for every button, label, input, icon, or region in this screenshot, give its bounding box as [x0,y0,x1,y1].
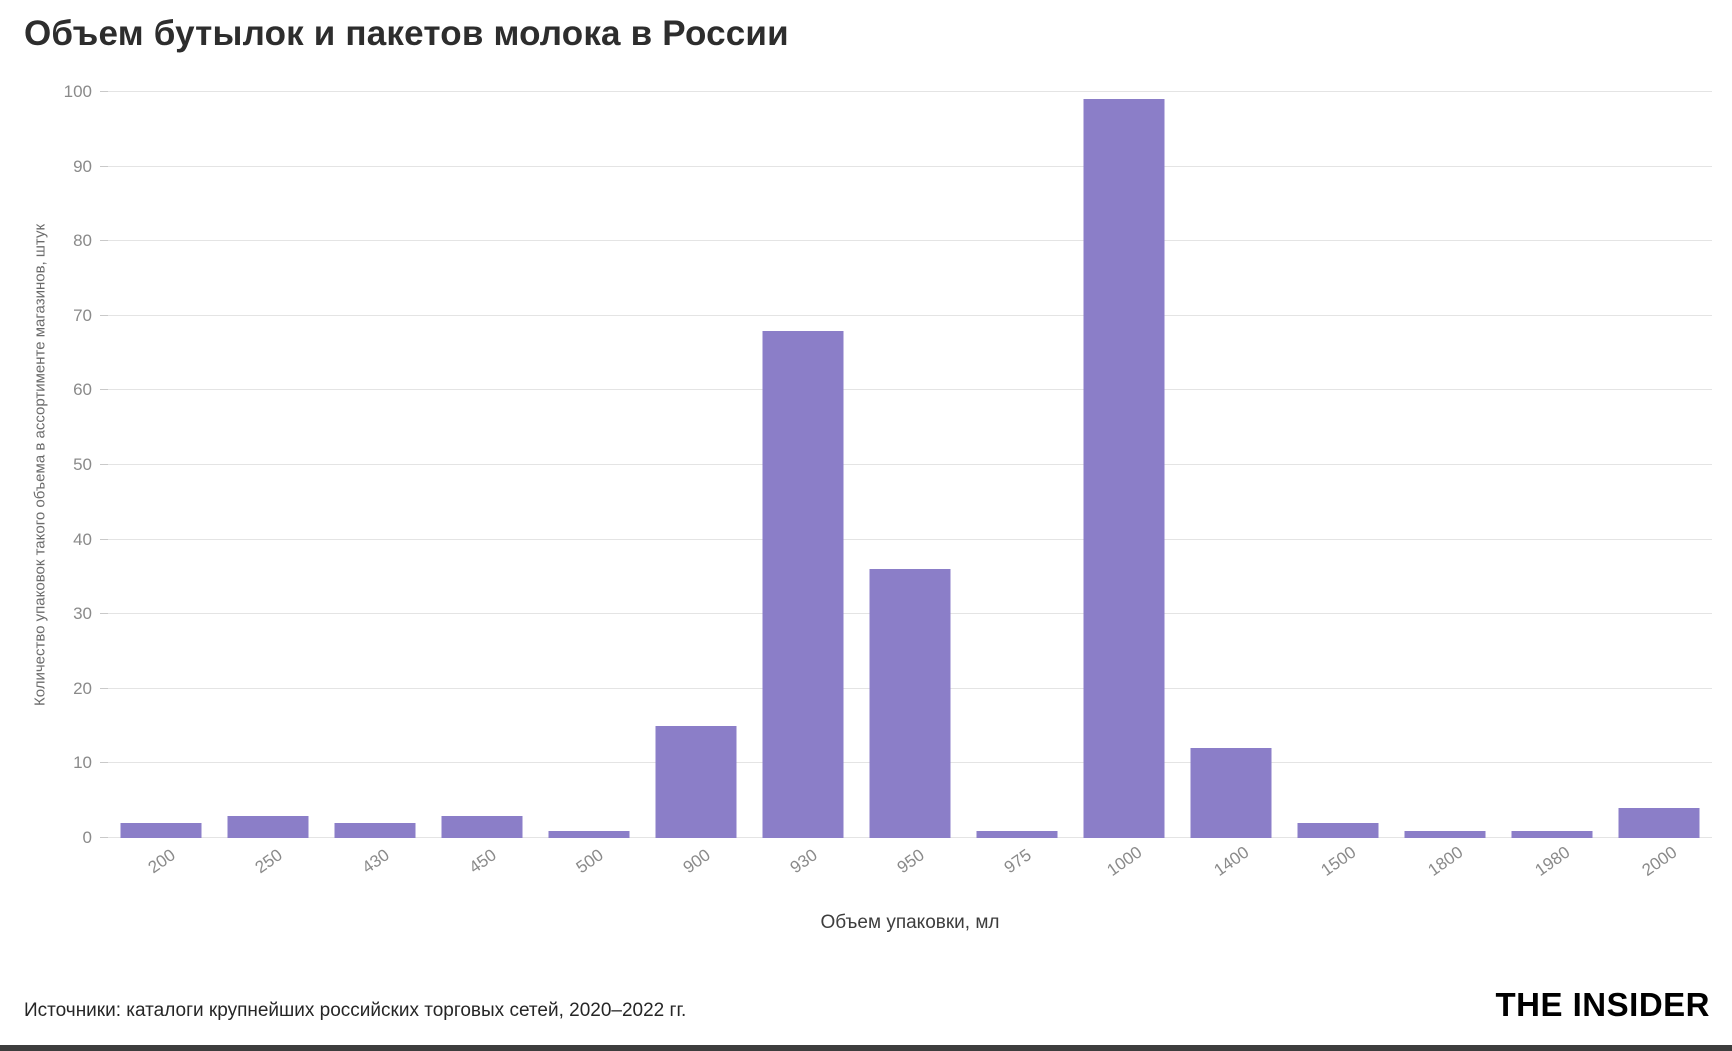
bar-slot-2000 [1605,92,1712,838]
y-tick-mark [100,165,108,167]
gridline-70 [108,314,1712,316]
bottom-strip [0,1045,1732,1051]
bar-200 [120,823,202,838]
source-note: Источники: каталоги крупнейших российски… [24,1000,687,1021]
bar-slot-950 [857,92,964,838]
x-axis-label: Объем упаковки, мл [820,912,1000,933]
x-tick-1400: 1400 [1210,842,1253,880]
x-tick-975: 975 [1000,845,1035,878]
bar-2000 [1618,808,1700,838]
bar-slot-900 [643,92,750,838]
bar-1800 [1404,830,1486,838]
y-tick-label-90: 90 [73,156,92,176]
bar-950 [869,569,951,838]
x-tick-950: 950 [893,845,928,878]
y-tick-label-40: 40 [73,529,92,549]
x-tick-1500: 1500 [1317,842,1360,880]
gridline-90 [108,165,1712,167]
bar-slot-1800 [1391,92,1498,838]
y-tick-label-10: 10 [73,753,92,773]
x-tick-250: 250 [251,845,287,878]
x-tick-500: 500 [572,845,607,878]
y-tick-label-60: 60 [73,380,92,400]
brand-logo: THE INSIDER [1495,986,1710,1023]
bar-slot-1400 [1177,92,1284,838]
bar-slot-1500 [1284,92,1391,838]
x-tick-450: 450 [465,845,500,878]
x-axis-ticks: 200 250 430 450 500 900 930 950 975 1000 1400 1500 1… [108,842,1712,896]
y-tick-label-30: 30 [73,604,92,624]
y-tick-mark [100,538,108,540]
y-tick-mark [100,389,108,391]
bar-900 [655,726,737,838]
x-tick-1000: 1000 [1103,842,1146,880]
y-tick-label-70: 70 [73,305,92,325]
bar-1500 [1297,823,1379,838]
y-tick-mark [100,91,108,92]
x-tick-1980: 1980 [1531,842,1574,880]
y-tick-label-100: 100 [63,82,92,101]
bar-450 [441,815,523,838]
y-tick-mark [100,314,108,316]
x-tick-930: 930 [786,845,821,878]
y-tick-mark [100,762,108,764]
y-axis-label: Количество упаковок такого объема в ассо… [31,223,49,707]
bar-1000 [1083,99,1165,838]
bar-slot-975 [964,92,1071,838]
chart-title: Объем бутылок и пакетов молока в России [24,14,789,53]
gridline-50 [108,464,1712,465]
gridline-100 [108,91,1712,92]
bar-slot-930 [750,92,857,838]
bar-500 [548,830,630,838]
bar-430 [334,823,416,838]
bar-slot-430 [322,92,429,838]
x-tick-430: 430 [358,845,393,878]
bar-250 [227,815,309,838]
gridline-40 [108,538,1712,540]
bar-slot-1000 [1070,92,1177,838]
y-tick-label-80: 80 [73,231,92,251]
x-tick-1800: 1800 [1424,842,1467,880]
bar-slot-500 [536,92,643,838]
x-tick-900: 900 [679,845,714,878]
x-tick-2000: 2000 [1638,842,1681,880]
y-tick-label-0: 0 [82,828,92,847]
y-tick-mark [100,687,108,689]
plot-area: 0 10 20 30 40 50 60 70 80 90 100 [64,82,1712,847]
bar-slot-1980 [1498,92,1605,838]
bar-slot-250 [215,92,322,838]
bar-975 [976,830,1058,838]
y-tick-mark [100,240,108,242]
bar-930 [762,330,844,838]
y-tick-label-20: 20 [73,678,92,698]
bar-1400 [1190,748,1272,838]
bar-slot-200 [108,92,215,838]
y-tick-mark [100,613,108,615]
bar-slot-450 [429,92,536,838]
x-tick-200: 200 [144,845,180,878]
bars-container [108,92,1712,838]
y-tick-mark [100,837,108,838]
y-tick-label-50: 50 [73,455,92,474]
gridline-80 [108,240,1712,242]
gridline-60 [108,389,1712,391]
bar-1980 [1511,830,1593,838]
y-tick-mark [100,464,108,465]
